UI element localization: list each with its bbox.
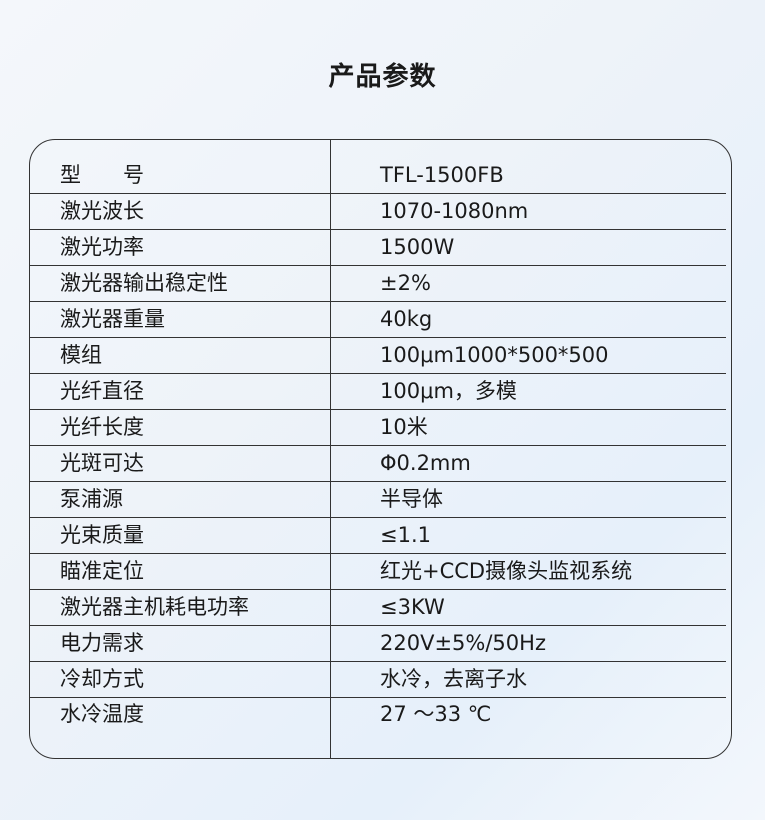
table-row: 激光器重量 40kg	[30, 302, 726, 338]
parameter-table: 型 号 TFL-1500FB 激光波长 1070-1080nm 激光功率 1500W 激光器…	[29, 139, 732, 759]
param-label: 电力需求	[60, 631, 144, 655]
param-label: 激光波长	[60, 199, 144, 223]
param-value: 10米	[380, 415, 428, 439]
param-value: 水冷，去离子水	[380, 667, 527, 691]
table-row: 模组 100μm1000*500*500	[30, 338, 726, 374]
param-label: 激光器重量	[60, 307, 165, 331]
page-title: 产品参数	[328, 62, 437, 92]
param-label: 光斑可达	[60, 451, 144, 475]
table-row: 激光功率 1500W	[30, 230, 726, 266]
param-value: 1070-1080nm	[380, 199, 529, 223]
column-divider	[330, 140, 331, 758]
param-value: Φ0.2mm	[380, 451, 471, 475]
param-label: 型 号	[60, 163, 144, 187]
param-label: 模组	[60, 343, 102, 367]
param-value: 40kg	[380, 307, 433, 331]
table-row: 光斑可达 Φ0.2mm	[30, 446, 726, 482]
table-row: 瞄准定位 红光+CCD摄像头监视系统	[30, 554, 726, 590]
table-row: 冷却方式 水冷，去离子水	[30, 662, 726, 698]
param-value: 100μm，多模	[380, 379, 517, 403]
param-label: 水冷温度	[60, 702, 144, 726]
param-label: 光束质量	[60, 523, 144, 547]
table-row: 光纤直径 100μm，多模	[30, 374, 726, 410]
table-row: 型 号 TFL-1500FB	[30, 140, 726, 194]
param-label: 瞄准定位	[60, 559, 144, 583]
table-body: 型 号 TFL-1500FB 激光波长 1070-1080nm 激光功率 1500W 激光器…	[30, 140, 726, 758]
param-value: 100μm1000*500*500	[380, 343, 609, 367]
param-value: ±2%	[380, 271, 431, 295]
param-value: 1500W	[380, 235, 455, 259]
table-row: 泵浦源 半导体	[30, 482, 726, 518]
table-row: 光束质量 ≤1.1	[30, 518, 726, 554]
param-label: 光纤直径	[60, 379, 144, 403]
table-row: 激光器主机耗电功率 ≤3KW	[30, 590, 726, 626]
table-row: 水冷温度 27 ～33 ℃	[30, 698, 726, 758]
table-row: 电力需求 220V±5%/50Hz	[30, 626, 726, 662]
param-label: 光纤长度	[60, 415, 144, 439]
param-value: TFL-1500FB	[380, 163, 504, 187]
param-value: 27 ～33 ℃	[380, 702, 492, 726]
param-label: 激光器主机耗电功率	[60, 595, 249, 619]
param-value: 红光+CCD摄像头监视系统	[380, 559, 633, 583]
param-label: 激光器输出稳定性	[60, 271, 228, 295]
param-label: 泵浦源	[60, 487, 123, 511]
param-value: ≤1.1	[380, 523, 431, 547]
table-row: 激光器输出稳定性 ±2%	[30, 266, 726, 302]
table-row: 光纤长度 10米	[30, 410, 726, 446]
param-value: ≤3KW	[380, 595, 445, 619]
param-label: 冷却方式	[60, 667, 144, 691]
param-value: 半导体	[380, 487, 443, 511]
param-value: 220V±5%/50Hz	[380, 631, 546, 655]
table-row: 激光波长 1070-1080nm	[30, 194, 726, 230]
param-label: 激光功率	[60, 235, 144, 259]
